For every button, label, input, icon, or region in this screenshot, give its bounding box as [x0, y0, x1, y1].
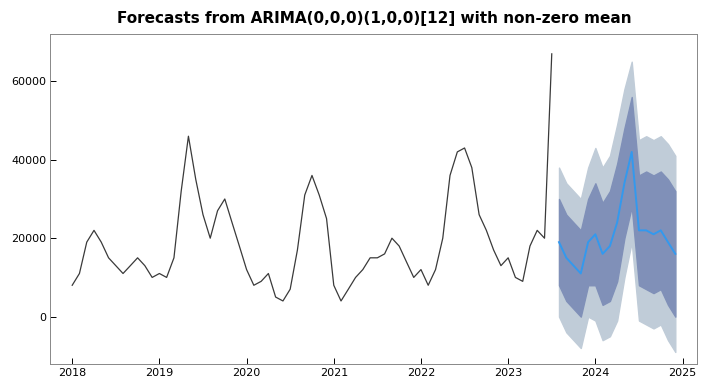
Title: Forecasts from ARIMA(0,0,0)(1,0,0)[12] with non-zero mean: Forecasts from ARIMA(0,0,0)(1,0,0)[12] w…: [116, 11, 631, 26]
